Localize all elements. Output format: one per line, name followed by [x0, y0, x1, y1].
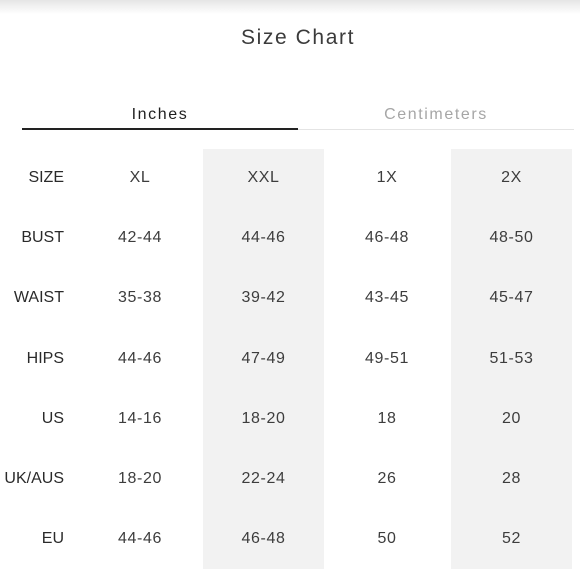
table-cell: 2X [501, 169, 522, 186]
table-cell: 46-48 [241, 530, 286, 548]
table-cell: 20 [502, 409, 521, 427]
table-cell: 14-16 [118, 409, 162, 427]
top-shadow [0, 0, 580, 14]
table-row-bust: BUST 42-44 44-46 46-48 48-50 [0, 209, 580, 269]
shaded-column-2x [451, 149, 572, 569]
table-row-us: US 14-16 18-20 18 20 [0, 390, 580, 450]
table-cell: 39-42 [241, 289, 286, 307]
table-cell: 48-50 [489, 229, 534, 247]
row-label: UK/AUS [4, 469, 64, 487]
table-cell: 44-46 [241, 229, 286, 247]
table-cell: 52 [502, 530, 521, 548]
row-label: EU [41, 530, 64, 548]
table-cell: 26 [377, 469, 397, 487]
shaded-column-xxl [203, 149, 324, 569]
table-cell: 47-49 [241, 349, 286, 367]
unit-tabs: Inches Centimeters [22, 100, 574, 132]
table-cell: 50 [377, 530, 397, 548]
table-cell: 18-20 [118, 469, 162, 487]
table-cell: 35-38 [118, 289, 162, 307]
row-label: SIZE [28, 169, 64, 186]
table-cell: 49-51 [365, 349, 409, 367]
row-label: WAIST [13, 289, 64, 307]
table-cell: 42-44 [118, 229, 162, 247]
tab-inches[interactable]: Inches [22, 100, 298, 130]
table-cell: 18 [377, 409, 397, 427]
row-label: HIPS [26, 349, 64, 367]
table-cell: 18-20 [241, 409, 286, 427]
row-label: BUST [21, 229, 64, 247]
table-cell: 45-47 [489, 289, 534, 307]
table-cell: 1X [376, 169, 398, 186]
table-cell: XL [129, 169, 151, 186]
tab-centimeters[interactable]: Centimeters [298, 100, 574, 130]
table-row-size: SIZE XL XXL 1X 2X [0, 149, 580, 209]
size-table: SIZE XL XXL 1X 2X BUST 42-44 44-46 46-48… [0, 149, 580, 570]
row-label: US [41, 409, 64, 427]
table-cell: 51-53 [489, 349, 534, 367]
table-cell: 44-46 [118, 349, 162, 367]
page-title: Size Chart [240, 26, 356, 49]
table-cell: XXL [247, 169, 280, 186]
table-cell: 46-48 [365, 229, 409, 247]
table-row-hips: HIPS 44-46 47-49 49-51 51-53 [0, 330, 580, 390]
table-row-eu: EU 44-46 46-48 50 52 [0, 510, 580, 570]
table-cell: 22-24 [241, 469, 286, 487]
table-cell: 43-45 [365, 289, 409, 307]
table-row-waist: WAIST 35-38 39-42 43-45 45-47 [0, 269, 580, 329]
table-row-uk-aus: UK/AUS 18-20 22-24 26 28 [0, 450, 580, 510]
table-cell: 28 [502, 469, 521, 487]
table-cell: 44-46 [118, 530, 162, 548]
